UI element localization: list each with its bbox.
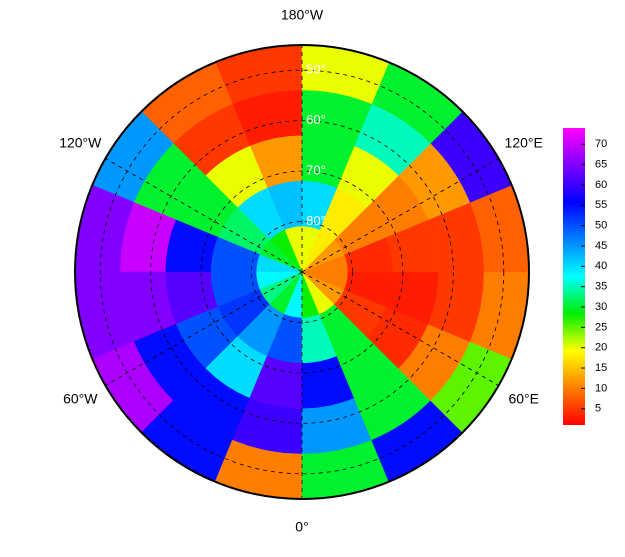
colorbar-label: 40 [595, 260, 607, 272]
longitude-line [301, 271, 499, 386]
latitude-line [251, 221, 353, 323]
colorbar-label: 35 [595, 281, 607, 293]
longitude-label: 60°E [508, 391, 539, 407]
longitude-line [105, 271, 303, 386]
longitude-label: 120°W [59, 135, 102, 151]
map-cell [301, 226, 320, 273]
colorbar-label: 45 [595, 240, 607, 252]
latitude-line [200, 170, 404, 374]
latitude-label: 70° [306, 163, 326, 178]
latitude-label: 60° [306, 112, 326, 127]
longitude-label: 120°E [505, 135, 543, 151]
latitude-label: 80° [306, 213, 326, 228]
colorbar-label: 5 [595, 403, 601, 415]
colorbar-label: 20 [595, 342, 607, 354]
longitude-line [105, 158, 303, 273]
colorbar-label: 70 [595, 138, 607, 150]
colorbar-label: 30 [595, 301, 607, 313]
colorbar-label: 10 [595, 382, 607, 394]
longitude-label: 0° [295, 519, 308, 535]
latitude-line [150, 120, 454, 424]
colorbar-label: 65 [595, 159, 607, 171]
longitude-label: 60°W [63, 391, 98, 407]
colorbar [563, 128, 585, 425]
longitude-line [301, 158, 499, 273]
latitude-label: 50° [306, 62, 326, 77]
colorbar-label: 60 [595, 179, 607, 191]
longitude-label: 180°W [281, 7, 324, 23]
latitude-line [99, 69, 505, 475]
colorbar-label: 55 [595, 199, 607, 211]
colorbar-label: 15 [595, 362, 607, 374]
colorbar-label: 25 [595, 321, 607, 333]
colorbar-label: 50 [595, 220, 607, 232]
